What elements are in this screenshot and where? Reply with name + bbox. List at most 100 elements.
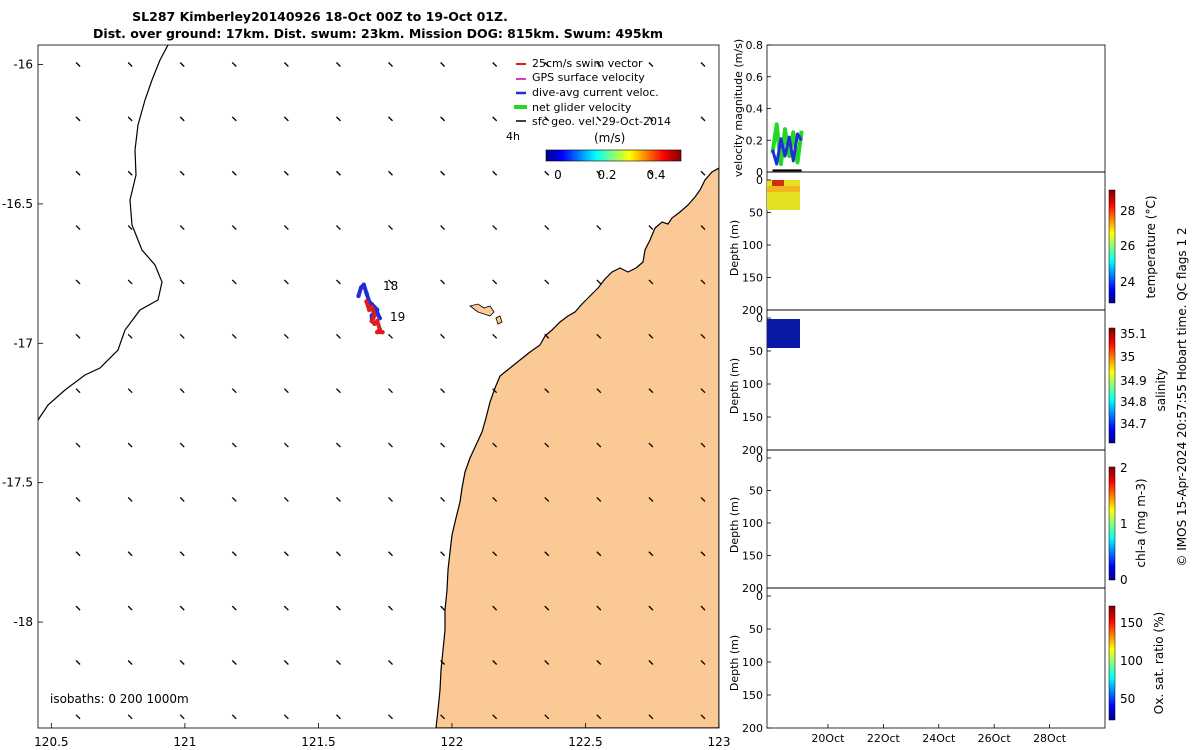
sfc-velocity-arrow bbox=[388, 170, 393, 176]
sfc-velocity-arrow bbox=[335, 660, 341, 665]
sfc-velocity-arrow bbox=[700, 116, 706, 122]
sfc-velocity-arrow bbox=[179, 605, 185, 611]
salinity-cbar-tick-348: 34.8 bbox=[1120, 395, 1147, 409]
legend-label-net: net glider velocity bbox=[532, 101, 632, 114]
legend-label-sfc: sfc geo. vel. 29-Oct-2014 bbox=[532, 115, 671, 128]
sfc-velocity-arrow bbox=[596, 62, 602, 67]
sfc-velocity-arrow bbox=[75, 388, 81, 394]
title-line-2: Dist. over ground: 17km. Dist. swum: 23k… bbox=[93, 26, 663, 41]
sfc-velocity-arrow bbox=[75, 442, 81, 448]
glider-track bbox=[356, 282, 385, 335]
track-point bbox=[372, 321, 377, 326]
sfc-velocity-arrow bbox=[335, 333, 341, 339]
sfc-velocity-arrow bbox=[335, 442, 341, 448]
time-tick-label: 20Oct bbox=[811, 732, 845, 745]
temperature-cbar-tick-28: 28 bbox=[1120, 204, 1135, 218]
track-point bbox=[366, 307, 372, 313]
sfc-velocity-arrow bbox=[596, 605, 602, 611]
salinity-cbar-tick-35: 35 bbox=[1120, 350, 1135, 364]
sfc-velocity-arrow bbox=[127, 225, 133, 231]
isobath-1000m bbox=[38, 45, 169, 421]
sfc-velocity-arrow bbox=[440, 170, 446, 176]
sfc-velocity-arrow bbox=[388, 660, 393, 665]
sfc-velocity-arrow bbox=[544, 170, 550, 176]
chl-panel: Depth (m) 2 1 0 chl-a (mg m-3) bbox=[728, 449, 1148, 589]
sfc-velocity-arrow bbox=[179, 170, 185, 176]
sfc-velocity-arrow bbox=[440, 496, 446, 502]
sfc-velocity-arrow bbox=[700, 714, 706, 720]
track-point bbox=[374, 318, 380, 324]
sfc-velocity-arrow bbox=[231, 714, 237, 720]
legend-duration: 4h bbox=[506, 130, 520, 143]
salinity-cbar-tick-347: 34.7 bbox=[1120, 417, 1147, 431]
salinity-section bbox=[767, 319, 800, 348]
sfc-velocity-arrow bbox=[388, 279, 393, 285]
sfc-velocity-arrow bbox=[596, 333, 602, 339]
surface-velocity-field bbox=[75, 62, 706, 720]
sfc-velocity-arrow bbox=[492, 116, 498, 122]
sfc-velocity-arrow bbox=[179, 551, 185, 557]
legend-label-current: dive-avg current veloc. bbox=[532, 86, 659, 99]
sfc-velocity-arrow bbox=[544, 333, 550, 339]
sfc-velocity-arrow bbox=[231, 388, 237, 394]
sfc-velocity-arrow bbox=[231, 62, 237, 67]
sfc-velocity-arrow bbox=[544, 225, 550, 231]
sfc-velocity-arrow bbox=[648, 116, 654, 122]
temperature-cbar-tick-24: 24 bbox=[1120, 275, 1135, 289]
sfc-velocity-arrow bbox=[440, 551, 446, 557]
depth-tick-label: 50 bbox=[749, 485, 763, 498]
map-y-tick-label: -17 bbox=[13, 336, 33, 350]
sfc-velocity-arrow bbox=[492, 62, 498, 67]
velocity-tick-label: 0.6 bbox=[746, 71, 764, 84]
salinity-panel: Depth (m) 35.1 35 34.9 34.8 34.7 salinit… bbox=[728, 309, 1168, 451]
sfc-velocity-arrow bbox=[700, 660, 706, 665]
sfc-velocity-arrow bbox=[492, 496, 498, 502]
sfc-velocity-arrow bbox=[75, 496, 81, 502]
sfc-velocity-arrow bbox=[283, 62, 289, 67]
map-y-axis: -16 -16.5 -17 -17.5 -18 bbox=[2, 58, 43, 629]
sfc-velocity-arrow bbox=[440, 116, 446, 122]
depth-tick-label: 150 bbox=[742, 411, 763, 424]
oxygen-cbar-label: Ox. sat. ratio (%) bbox=[1152, 612, 1166, 714]
depth-tick-label: 150 bbox=[742, 689, 763, 702]
chl-cbar-label: chl-a (mg m-3) bbox=[1134, 478, 1148, 567]
colorbar-tick-04: 0.4 bbox=[646, 168, 665, 182]
salinity-axes-box bbox=[766, 309, 1106, 451]
sfc-velocity-arrow bbox=[388, 496, 393, 502]
sfc-velocity-arrow bbox=[544, 279, 550, 285]
sfc-velocity-arrow bbox=[700, 442, 706, 448]
sfc-velocity-arrow bbox=[179, 442, 185, 448]
sfc-velocity-arrow bbox=[231, 496, 237, 502]
depth-tick-label: 50 bbox=[749, 207, 763, 220]
sfc-velocity-arrow bbox=[283, 496, 289, 502]
depth-tick-label: 200 bbox=[742, 582, 763, 595]
track-point bbox=[374, 310, 380, 315]
depth-tick-label: 0 bbox=[756, 174, 763, 187]
oxygen-axes-box bbox=[766, 587, 1106, 729]
sfc-velocity-arrow bbox=[179, 62, 185, 67]
sfc-velocity-arrow bbox=[75, 62, 81, 67]
temperature-cbar-tick-26: 26 bbox=[1120, 239, 1135, 253]
legend-label-gps: GPS surface velocity bbox=[532, 71, 645, 84]
sfc-velocity-arrow bbox=[596, 388, 602, 394]
sfc-velocity-arrow bbox=[75, 551, 81, 557]
sfc-velocity-arrow bbox=[127, 170, 133, 176]
sfc-velocity-arrow bbox=[544, 116, 550, 122]
sfc-velocity-arrow bbox=[335, 116, 341, 122]
sfc-velocity-arrow bbox=[596, 714, 602, 720]
track-point bbox=[369, 318, 375, 324]
coast-islands bbox=[469, 303, 503, 325]
sfc-velocity-arrow bbox=[700, 605, 706, 611]
sfc-velocity-arrow bbox=[492, 388, 498, 394]
sfc-velocity-arrow bbox=[127, 62, 133, 67]
sfc-velocity-arrow bbox=[75, 116, 81, 122]
sfc-velocity-arrow bbox=[648, 605, 654, 611]
sfc-velocity-arrow bbox=[388, 388, 393, 394]
velocity-tick-label: 0.8 bbox=[746, 39, 764, 52]
sfc-velocity-arrow bbox=[596, 660, 602, 665]
sfc-velocity-arrow bbox=[231, 605, 237, 611]
sfc-velocity-arrow bbox=[440, 333, 446, 339]
sfc-velocity-arrow bbox=[648, 279, 654, 285]
sfc-velocity-arrow bbox=[335, 62, 341, 67]
track-point bbox=[358, 285, 364, 290]
